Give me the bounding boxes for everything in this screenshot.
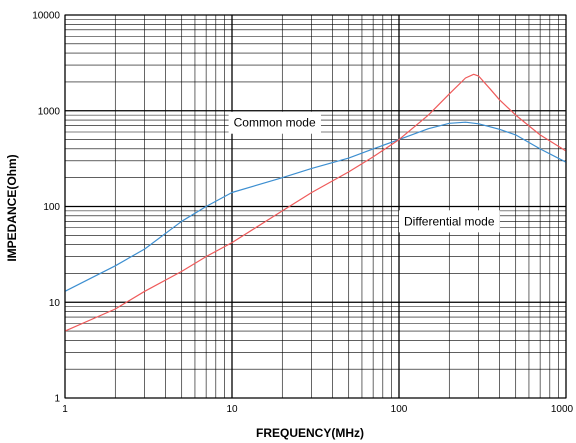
x-tick-label: 1000 [551,404,574,415]
y-tick-label: 10 [49,298,61,309]
plot-frame [64,14,567,399]
y-axis-title: IMPEDANCE(Ohm) [5,154,19,261]
x-axis-title: FREQUENCY(MHz) [256,426,364,440]
y-tick-label: 10000 [32,11,60,22]
x-tick-label: 1 [62,404,68,415]
y-tick-label: 100 [43,202,60,213]
annotation-background [228,111,321,134]
annotation-label: Differential mode [404,214,495,228]
x-tick-label: 10 [226,404,238,415]
annotation-background [399,210,500,233]
series-layer [64,73,567,332]
series-line-common-mode [64,121,567,292]
annotation-label: Common mode [234,116,316,130]
series-line-differential-mode [64,73,567,332]
x-tick-label: 100 [391,404,408,415]
y-tick-label: 1 [54,394,60,405]
tick-labels: 1 10 100 1000 1 10 100 1000 10000 [32,11,573,416]
annotation-layer: Common mode Differential mode [228,111,500,233]
y-tick-label: 1000 [38,106,61,117]
